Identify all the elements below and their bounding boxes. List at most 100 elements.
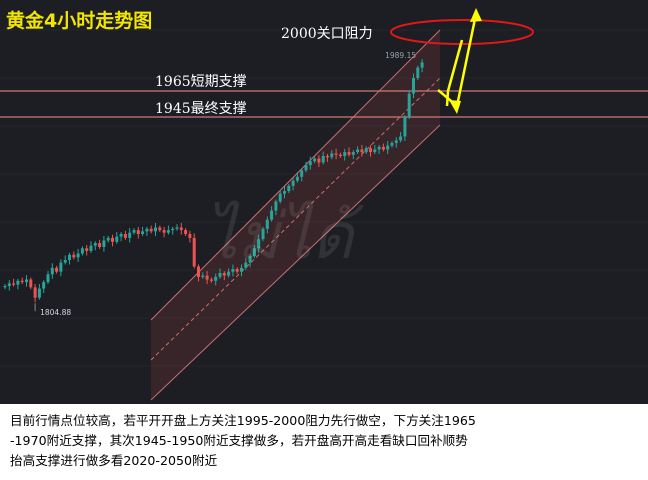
- candle-body: [278, 193, 282, 202]
- candle-body: [37, 288, 41, 298]
- candle-body: [390, 143, 394, 146]
- channel-lower-line: [150, 124, 441, 401]
- candle-body: [356, 149, 360, 153]
- candle-body: [89, 245, 93, 251]
- candle-body: [295, 176, 299, 181]
- candle-body: [33, 287, 37, 298]
- candle-body: [111, 237, 114, 242]
- candle-body: [351, 152, 355, 155]
- candle-body: [141, 231, 145, 234]
- candle-body: [399, 136, 403, 141]
- price-chart: 1804.88 1989.15: [0, 8, 648, 401]
- candle-body: [412, 78, 415, 94]
- projection-arrow-down-path: [445, 39, 464, 107]
- candle-body: [154, 227, 157, 232]
- candle-body: [42, 282, 46, 289]
- candle-body: [265, 219, 269, 229]
- candle-body: [360, 149, 364, 153]
- candle-body: [420, 62, 424, 68]
- candle-body: [192, 237, 196, 267]
- candle-body: [158, 227, 162, 231]
- candle-body: [63, 260, 67, 263]
- commentary-line-1: 目前行情点位较高，若平开开盘上方关注1995-2000阻力先行做空，下方关注19…: [10, 413, 476, 428]
- candle-body: [270, 210, 274, 220]
- candle-body: [102, 240, 106, 247]
- candle-body: [347, 152, 351, 155]
- candle-body: [188, 234, 192, 238]
- candle-body: [201, 275, 205, 277]
- candle-body: [68, 254, 71, 260]
- candle-body: [132, 230, 136, 233]
- candle-body: [338, 154, 342, 156]
- candle-body: [171, 228, 175, 231]
- candle-body: [248, 256, 252, 263]
- candle-body: [317, 158, 321, 163]
- commentary-line-2: -1970附近支撑，其次1945-1950附近支撑做多，若开盘高开高走看缺口回补…: [10, 433, 468, 448]
- candle-body: [98, 243, 102, 247]
- candle-body: [364, 148, 368, 153]
- candle-body: [25, 279, 28, 283]
- chart-title: 黄金4小时走势图: [6, 10, 153, 32]
- candle-body: [403, 117, 407, 137]
- candle-body: [16, 280, 20, 285]
- candle-body: [20, 280, 24, 283]
- candle-body: [93, 243, 97, 246]
- candle-body: [46, 274, 50, 283]
- candle-body: [235, 269, 239, 272]
- candle-body: [145, 228, 149, 232]
- candle-body: [343, 152, 347, 156]
- candle-body: [308, 161, 312, 166]
- candle-body: [3, 286, 7, 288]
- candle-body: [55, 267, 59, 272]
- candle-body: [287, 185, 291, 192]
- candle-body: [136, 230, 140, 234]
- candle-body: [12, 283, 16, 285]
- candle-body: [128, 232, 132, 238]
- candle-body: [257, 239, 261, 249]
- candle-body: [115, 236, 119, 242]
- candle-body: [149, 228, 153, 232]
- candle-body: [85, 248, 89, 251]
- candle-body: [330, 153, 334, 158]
- trend-channel: [151, 30, 440, 400]
- candle-body: [123, 234, 127, 238]
- candle-body: [184, 230, 188, 234]
- commentary-line-3: 抬高支撑进行做多看2020-2050附近: [10, 453, 218, 468]
- candle-body: [72, 254, 76, 258]
- candle-body: [313, 158, 317, 162]
- candle-body: [300, 170, 304, 177]
- candle-body: [291, 180, 295, 186]
- candle-body: [252, 248, 256, 257]
- candle-body: [214, 276, 218, 281]
- candle-body: [326, 156, 329, 158]
- candle-body: [179, 227, 183, 231]
- candle-body: [106, 237, 110, 241]
- candle-body: [304, 165, 308, 171]
- candle-body: [334, 153, 338, 155]
- arrowhead-up: [470, 8, 482, 22]
- candle-body: [50, 267, 54, 275]
- candle-body: [166, 230, 170, 233]
- candle-body: [222, 273, 226, 276]
- candle-body: [407, 93, 411, 117]
- candle-body: [175, 227, 179, 229]
- low-price-label: 1804.88: [40, 308, 71, 317]
- candle-body: [59, 262, 63, 272]
- candle-body: [209, 279, 213, 281]
- candle-body: [381, 146, 385, 150]
- candle-body: [369, 148, 372, 153]
- candle-body: [162, 230, 166, 233]
- final-support-label: 1945最终支撑: [155, 101, 247, 117]
- candle-body: [377, 146, 381, 150]
- candle-body: [394, 140, 398, 143]
- candle-body: [29, 279, 33, 288]
- candle-body: [373, 149, 377, 153]
- arrowhead-down: [449, 100, 461, 114]
- candle-body: [244, 262, 248, 268]
- watermark: ไม่ได้: [205, 200, 354, 274]
- candle-body: [274, 201, 278, 211]
- candle-body: [197, 266, 200, 277]
- candle-body: [76, 253, 80, 258]
- short-support-label: 1965短期支撑: [155, 74, 247, 90]
- candle-body: [119, 234, 123, 237]
